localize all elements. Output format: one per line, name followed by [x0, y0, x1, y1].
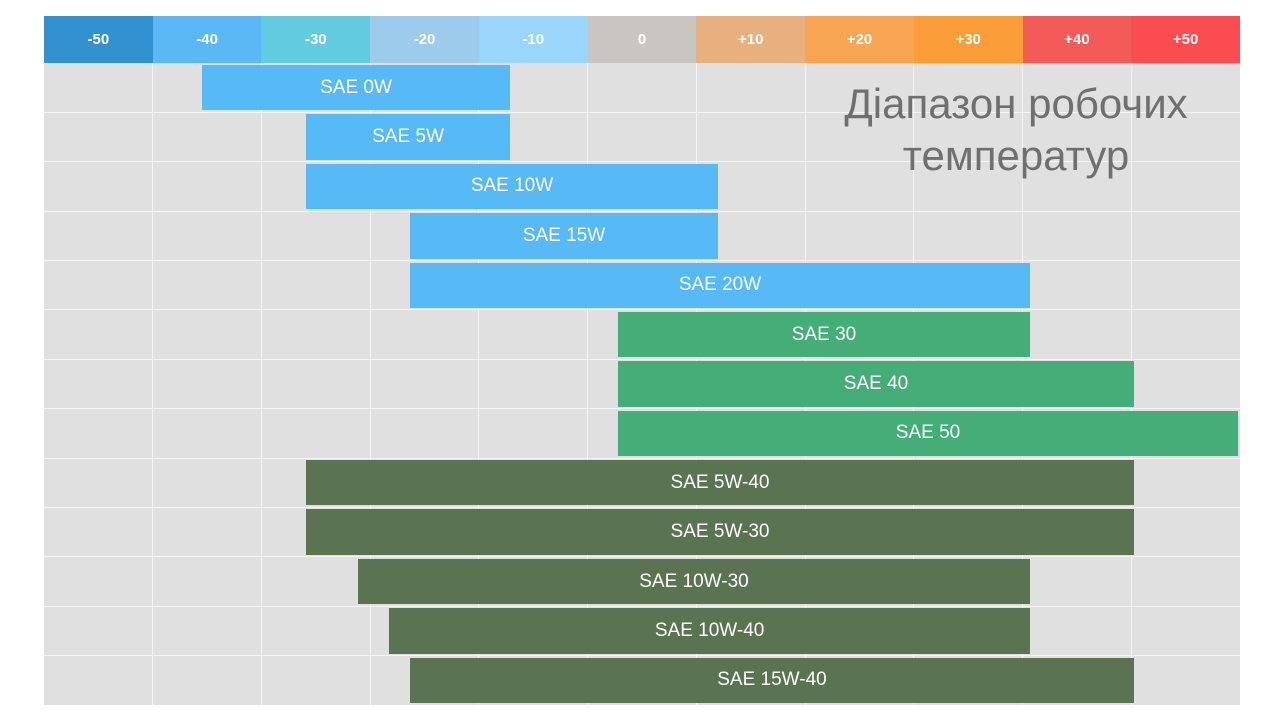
grid-line-horizontal [44, 309, 1240, 311]
x-tick-label: -50 [44, 16, 153, 63]
grid-line-horizontal [44, 358, 1240, 360]
grid-line-horizontal [44, 260, 1240, 262]
grid-line-horizontal [44, 111, 1240, 113]
x-tick-label: +10 [696, 16, 806, 63]
chart-title: Діапазон робочих температур [844, 80, 1188, 179]
grid-line-horizontal [44, 408, 1240, 410]
grid-line-horizontal [44, 210, 1240, 212]
range-bar: SAE 10W-30 [358, 558, 1030, 605]
range-bar: SAE 10W-40 [389, 608, 1030, 654]
x-tick-label: 0 [587, 16, 697, 63]
grid-line-horizontal [44, 556, 1240, 558]
range-bar: SAE 40 [618, 361, 1134, 407]
grid-line-horizontal [44, 161, 1240, 163]
x-tick-label: +20 [805, 16, 914, 63]
temperature-range-chart: -50 -40 -30 -20 -10 0 +10 +20 +30 +40 +50 SAE 0W SAE… [44, 16, 1240, 705]
x-tick-label: -10 [478, 16, 588, 63]
grid-line-horizontal [44, 457, 1240, 459]
x-tick-label: -30 [261, 16, 371, 63]
range-bar: SAE 30 [618, 311, 1030, 358]
range-bar: SAE 0W [202, 65, 510, 111]
range-bar: SAE 15W [410, 213, 718, 259]
grid-line-vertical [369, 63, 371, 705]
x-tick-label: +50 [1131, 16, 1240, 63]
grid-line-horizontal [44, 655, 1240, 657]
x-tick-label: -40 [152, 16, 262, 63]
grid-line-vertical [152, 63, 154, 705]
grid-line-vertical [260, 63, 262, 705]
range-bar: SAE 5W-40 [306, 460, 1134, 506]
grid-line-vertical [587, 63, 589, 705]
range-bar: SAE 50 [618, 410, 1238, 457]
range-bar: SAE 15W-40 [410, 657, 1134, 703]
x-tick-label: +30 [913, 16, 1023, 63]
range-bar: SAE 20W [410, 262, 1030, 308]
grid-line-horizontal [44, 506, 1240, 508]
range-bar: SAE 5W [306, 114, 510, 160]
grid-line-horizontal [44, 605, 1240, 607]
range-bar: SAE 5W-30 [306, 509, 1134, 555]
grid-line-vertical [478, 63, 480, 705]
x-tick-label: +40 [1022, 16, 1132, 63]
x-tick-label: -20 [370, 16, 479, 63]
range-bar: SAE 10W [306, 163, 718, 210]
